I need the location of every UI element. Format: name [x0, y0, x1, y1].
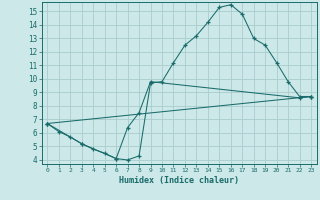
- X-axis label: Humidex (Indice chaleur): Humidex (Indice chaleur): [119, 176, 239, 185]
